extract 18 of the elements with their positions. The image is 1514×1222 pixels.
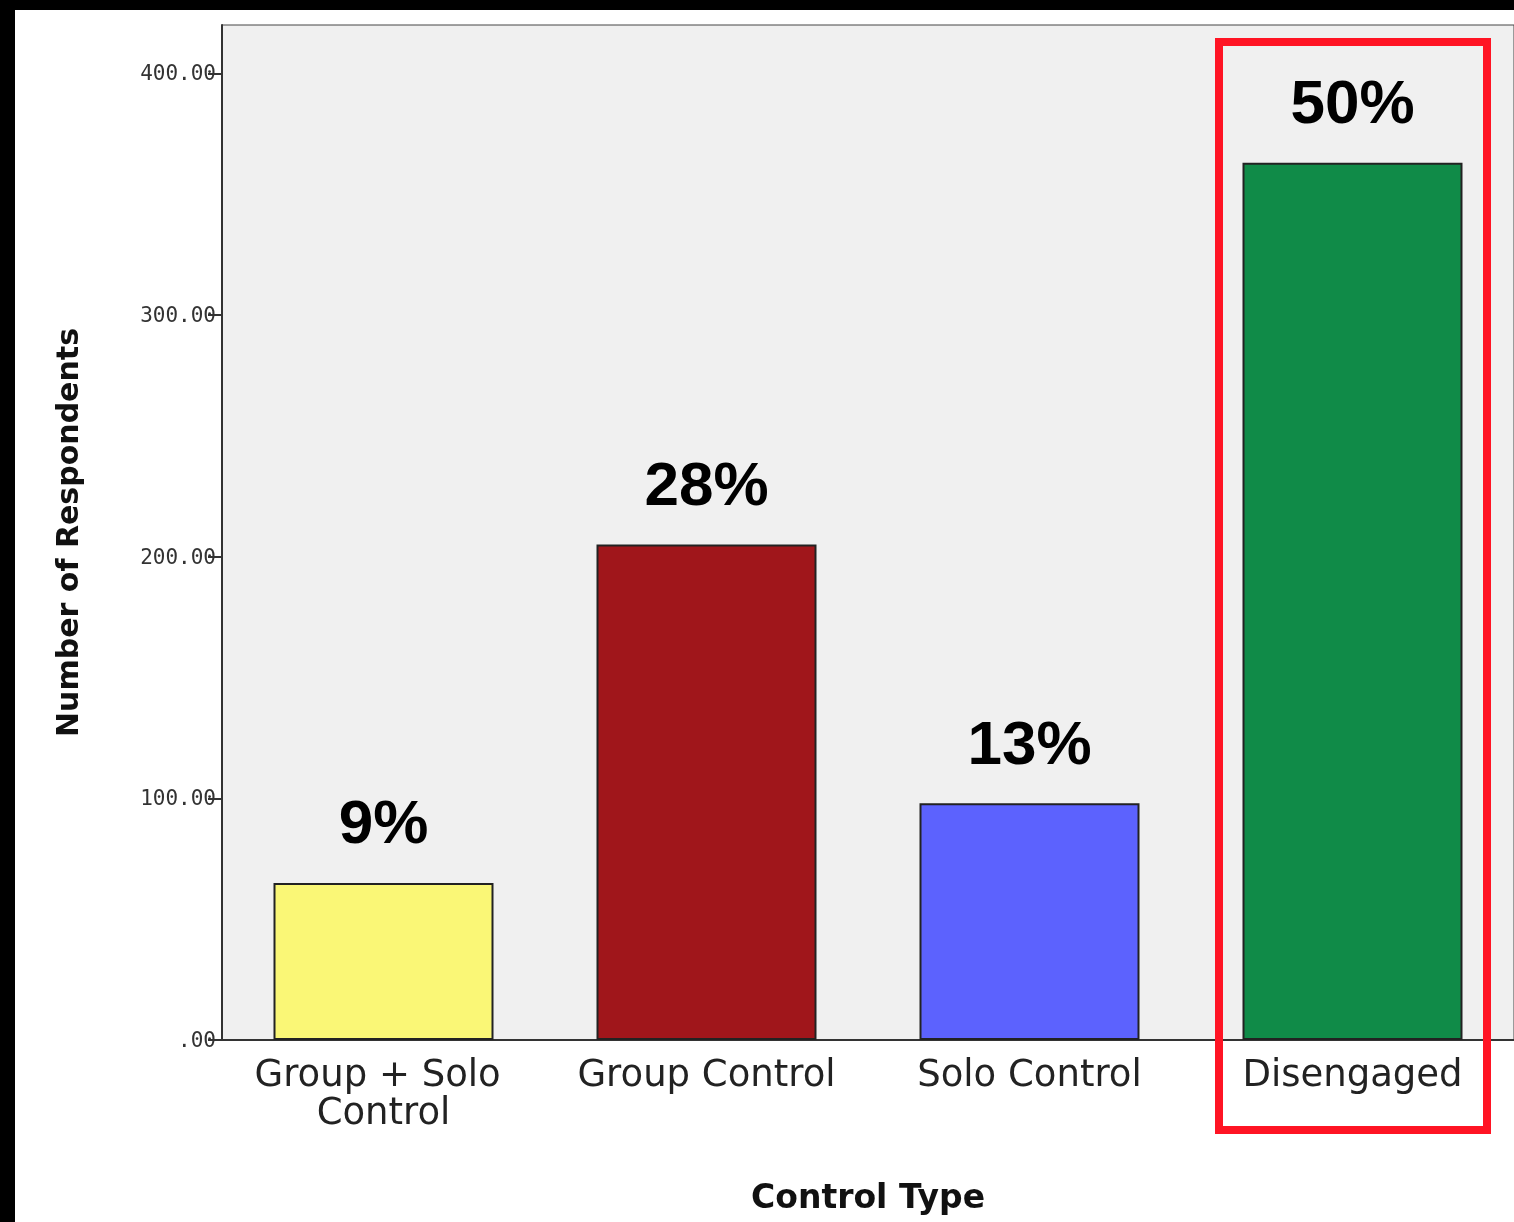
- x-axis-title: Control Type: [750, 1177, 986, 1216]
- bar: [273, 882, 494, 1040]
- bar: [596, 544, 817, 1040]
- x-tick-label: Group + Solo Control: [254, 1051, 513, 1133]
- annotation: 50%: [1290, 67, 1415, 137]
- y-tick-label: 100.00: [140, 786, 216, 811]
- x-tick-label: Solo Control: [917, 1051, 1142, 1095]
- bar: [919, 803, 1140, 1040]
- y-tick-label: 300.00: [140, 303, 216, 327]
- y-tick-label: .00: [178, 1028, 216, 1052]
- y-tick-label: 400.00: [140, 61, 216, 86]
- annotation: 9%: [338, 787, 429, 857]
- annotation: 13%: [967, 707, 1092, 777]
- x-tick-label: Group Control: [577, 1051, 836, 1095]
- y-axis-title: Number of Respondents: [49, 327, 85, 738]
- annotation: 28%: [644, 449, 769, 519]
- x-tick-label: Disengaged: [1242, 1051, 1463, 1095]
- y-tick-label: 200.00: [140, 544, 216, 569]
